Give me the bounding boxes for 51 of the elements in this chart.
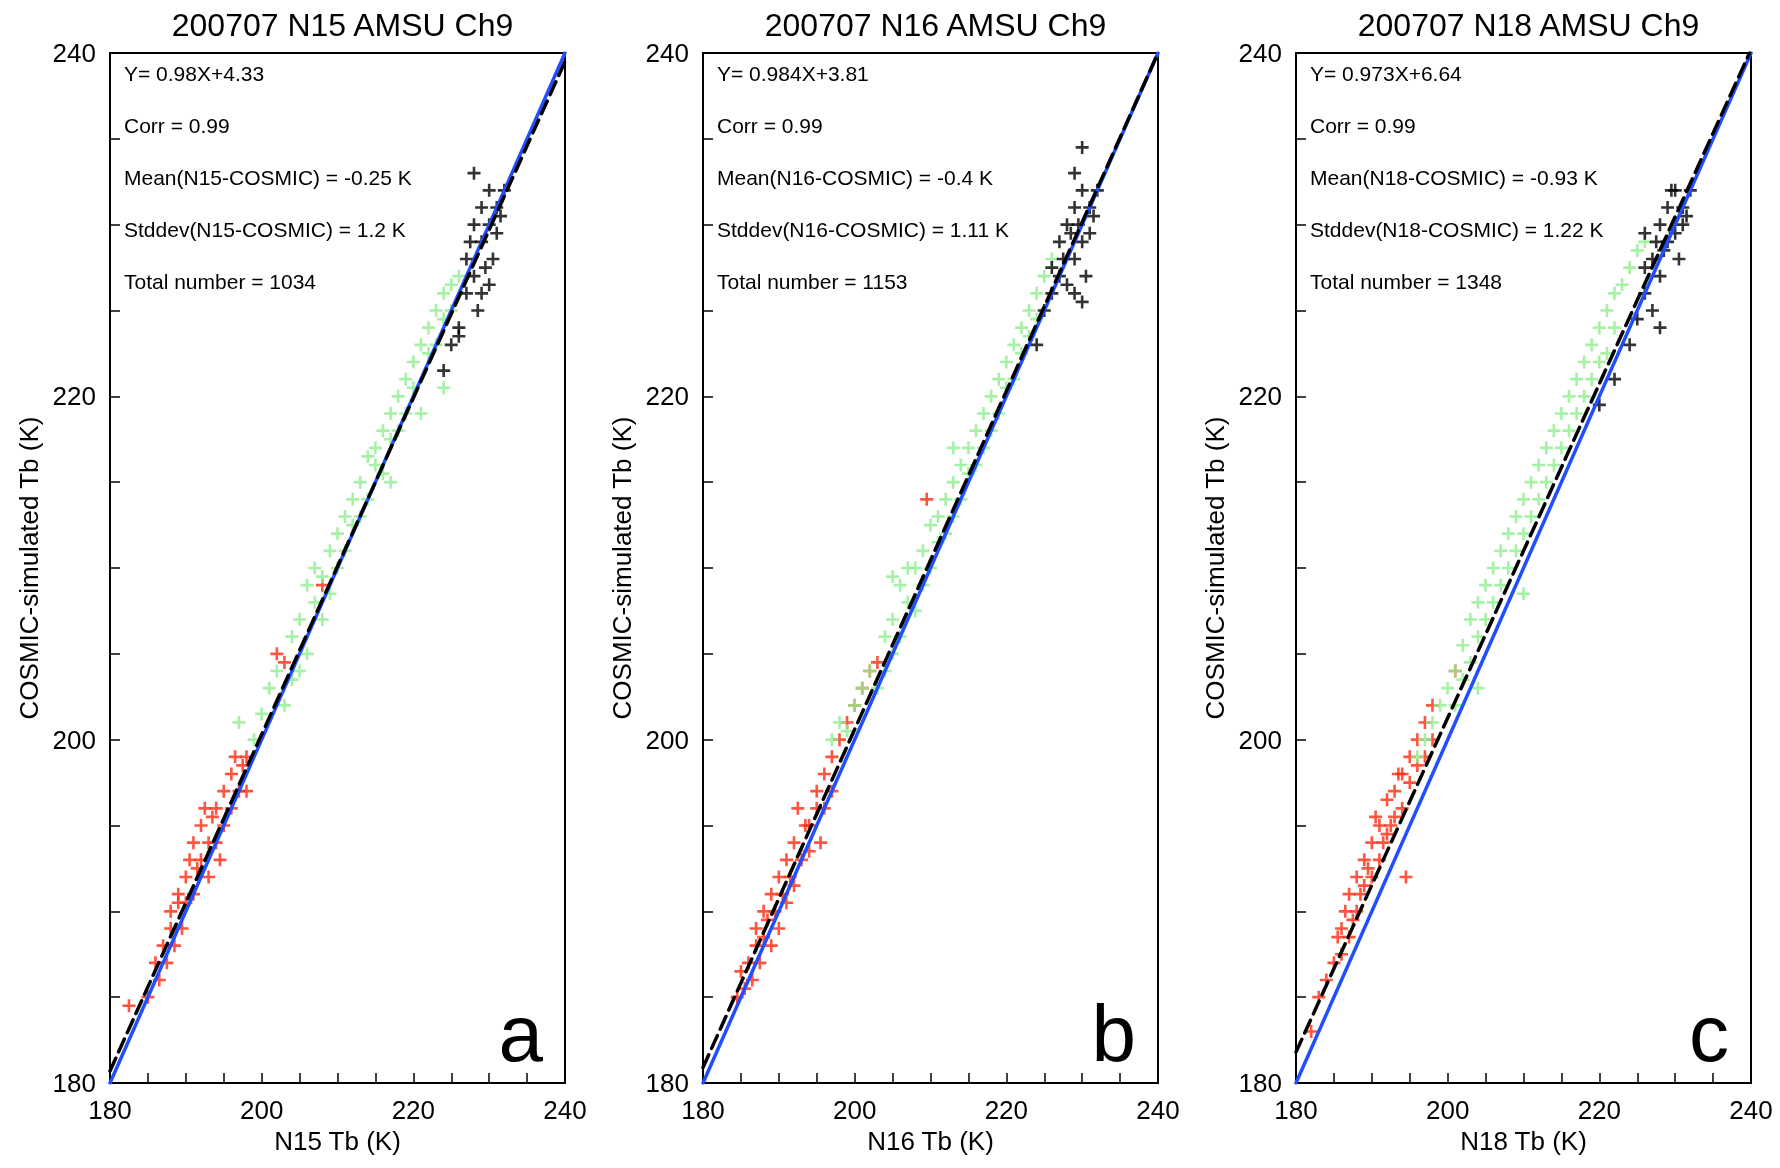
chart-title: 200707 N16 AMSU Ch9 bbox=[764, 7, 1107, 43]
annotation: Corr = 0.99 bbox=[1310, 114, 1416, 137]
annotation: Total number = 1153 bbox=[717, 270, 908, 293]
y-tick-label: 240 bbox=[52, 38, 96, 68]
y-tick-label: 200 bbox=[1238, 724, 1282, 755]
annotation: Y= 0.98X+4.33 bbox=[124, 62, 265, 85]
y-tick-label: 180 bbox=[1238, 1068, 1282, 1098]
x-tick-label: 200 bbox=[1425, 1095, 1470, 1125]
annotation: c bbox=[1689, 988, 1729, 1078]
x-axis-title: N16 Tb (K) bbox=[867, 1125, 994, 1156]
x-axis-title: N18 Tb (K) bbox=[1460, 1125, 1587, 1156]
y-tick-label: 200 bbox=[52, 724, 96, 755]
annotation: Stddev(N16-COSMIC) = 1.11 K bbox=[717, 218, 1009, 241]
x-tick-label: 200 bbox=[239, 1095, 284, 1125]
chart-title: 200707 N18 AMSU Ch9 bbox=[1357, 7, 1700, 43]
annotation: Corr = 0.99 bbox=[717, 114, 823, 137]
annotation: Mean(N16-COSMIC) = -0.4 K bbox=[717, 166, 993, 189]
annotation: Corr = 0.99 bbox=[124, 114, 230, 137]
y-axis-title: COSMIC-simulated Tb (K) bbox=[606, 416, 637, 720]
annotation: Total number = 1034 bbox=[124, 270, 317, 293]
x-tick-label: 220 bbox=[391, 1095, 436, 1125]
annotation: b bbox=[1091, 988, 1137, 1078]
x-tick-label: 240 bbox=[543, 1095, 587, 1125]
annotation: Total number = 1348 bbox=[1310, 270, 1503, 293]
x-tick-label: 220 bbox=[1577, 1095, 1622, 1125]
y-tick-label: 200 bbox=[645, 724, 689, 755]
y-tick-label: 220 bbox=[645, 381, 689, 412]
annotation: Y= 0.973X+6.64 bbox=[1310, 62, 1463, 85]
y-tick-label: 220 bbox=[52, 381, 96, 412]
annotation: Y= 0.984X+3.81 bbox=[717, 62, 869, 85]
x-tick-label: 180 bbox=[88, 1095, 132, 1125]
annotation: a bbox=[498, 988, 544, 1078]
y-tick-label: 220 bbox=[1238, 381, 1282, 412]
x-tick-label: 220 bbox=[984, 1095, 1029, 1125]
x-tick-label: 180 bbox=[681, 1095, 725, 1125]
chart-title: 200707 N15 AMSU Ch9 bbox=[171, 7, 514, 43]
x-tick-label: 240 bbox=[1729, 1095, 1773, 1125]
x-tick-label: 180 bbox=[1274, 1095, 1318, 1125]
annotation: Mean(N18-COSMIC) = -0.93 K bbox=[1310, 166, 1598, 189]
annotation: Stddev(N18-COSMIC) = 1.22 K bbox=[1310, 218, 1604, 241]
y-tick-label: 180 bbox=[645, 1068, 689, 1098]
x-axis-title: N15 Tb (K) bbox=[274, 1125, 401, 1156]
annotation: Stddev(N15-COSMIC) = 1.2 K bbox=[124, 218, 406, 241]
x-tick-label: 240 bbox=[1136, 1095, 1180, 1125]
y-axis-title: COSMIC-simulated Tb (K) bbox=[13, 416, 44, 720]
annotation: Mean(N15-COSMIC) = -0.25 K bbox=[124, 166, 412, 189]
y-tick-label: 180 bbox=[52, 1068, 96, 1098]
y-tick-label: 240 bbox=[645, 38, 689, 68]
y-axis-title: COSMIC-simulated Tb (K) bbox=[1199, 416, 1230, 720]
y-tick-label: 240 bbox=[1238, 38, 1282, 68]
x-tick-label: 200 bbox=[832, 1095, 877, 1125]
